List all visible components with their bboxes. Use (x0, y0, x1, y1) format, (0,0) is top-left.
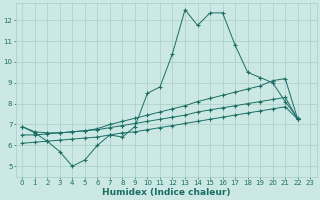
X-axis label: Humidex (Indice chaleur): Humidex (Indice chaleur) (102, 188, 230, 197)
